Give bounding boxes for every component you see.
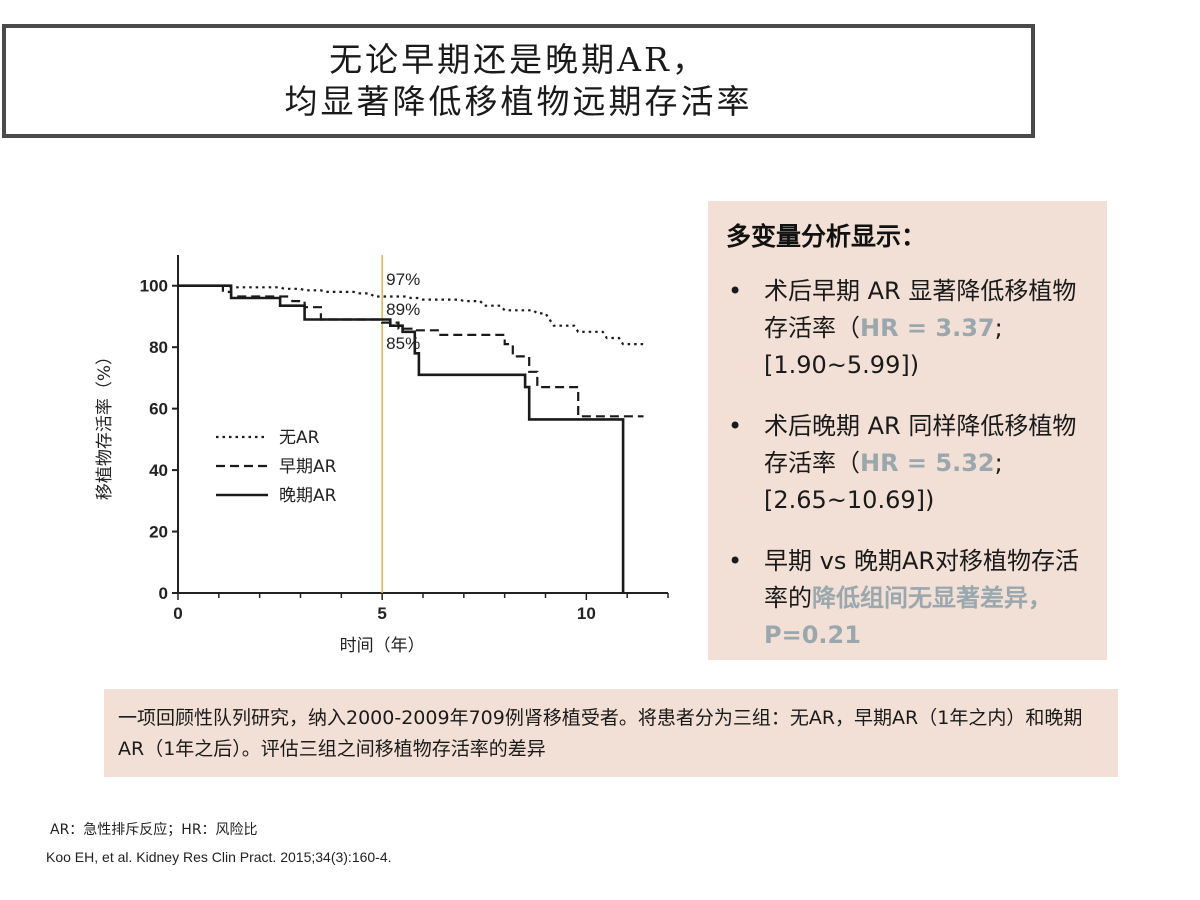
- bullet: •: [728, 547, 743, 575]
- y-tick-label: 20: [149, 523, 168, 542]
- y-tick-label: 0: [159, 584, 168, 603]
- survival-chart: 0 20 40 60 80 100 0 5 10 时间（年） 移植物存活率（%） 97% 89% 85% 无…: [95, 255, 669, 656]
- title-line-2: 均显著降低移植物远期存活率: [284, 82, 753, 121]
- item-highlight: HR = 3.37: [860, 314, 995, 342]
- item-text: 早期 vs 晚期AR对移植物存活率的: [764, 547, 1080, 612]
- item-text: 术后晚期 AR 同样降低移植物存活率（: [764, 412, 1077, 477]
- series-line-early-ar: [178, 284, 644, 418]
- x-axis-title: 时间（年）: [340, 636, 425, 656]
- reference-footnote: Koo EH, et al. Kidney Res Clin Pract. 20…: [46, 849, 392, 865]
- survival-annotation: 97%: [386, 270, 420, 289]
- item-text: 术后早期 AR 显著降低移植物存活率（: [764, 277, 1077, 342]
- y-tick-label: 100: [140, 277, 168, 296]
- series-line-no-ar: [178, 284, 644, 346]
- analysis-panel: 多变量分析显示： • 术后早期 AR 显著降低移植物存活率（HR = 3.37;…: [708, 201, 1107, 660]
- title-line-1: 无论早期还是晚期AR，: [329, 40, 708, 79]
- panel-title: 多变量分析显示：: [726, 222, 927, 251]
- analysis-list: • 术后早期 AR 显著降低移植物存活率（HR = 3.37; [1.90~5.…: [726, 273, 1089, 654]
- x-tick-label: 10: [577, 604, 596, 623]
- x-tick-label: 0: [173, 604, 182, 623]
- legend-label: 无AR: [279, 428, 320, 448]
- abbreviation-footnote: AR：急性排斥反应；HR：风险比: [50, 822, 258, 838]
- item-text-2: ; [1.90~5.99]): [764, 314, 1003, 379]
- series-line-late-ar: [178, 284, 625, 593]
- x-tick-label: 5: [377, 604, 386, 623]
- survival-annotation: 85%: [386, 334, 420, 353]
- y-tick-label: 80: [149, 338, 168, 357]
- legend-label: 早期AR: [279, 457, 337, 477]
- study-note: 一项回顾性队列研究，纳入2000-2009年709例肾移植受者。将患者分为三组：…: [104, 689, 1118, 777]
- item-text-2: ; [2.65~10.69]): [764, 449, 1003, 514]
- item-highlight: HR = 5.32: [860, 449, 995, 477]
- analysis-item-compare: • 早期 vs 晚期AR对移植物存活率的降低组间无显著差异，P=0.21: [726, 543, 1089, 654]
- analysis-item-late: • 术后晚期 AR 同样降低移植物存活率（HR = 5.32; [2.65~10…: [726, 408, 1089, 519]
- analysis-item-early: • 术后早期 AR 显著降低移植物存活率（HR = 3.37; [1.90~5.…: [726, 273, 1089, 384]
- bullet: •: [728, 412, 743, 440]
- bullet: •: [728, 277, 743, 305]
- legend-label: 晚期AR: [279, 486, 337, 506]
- y-tick-label: 60: [149, 400, 168, 419]
- y-axis-title: 移植物存活率（%）: [95, 348, 115, 500]
- survival-annotation: 89%: [386, 300, 420, 319]
- title-box: 无论早期还是晚期AR， 均显著降低移植物远期存活率: [2, 24, 1035, 138]
- item-highlight: 降低组间无显著差异，P=0.21: [764, 584, 1052, 649]
- y-tick-label: 40: [149, 461, 168, 480]
- chart-layer: 0 20 40 60 80 100 0 5 10 时间（年） 移植物存活率（%） 97% 89% 85% 无…: [95, 255, 669, 656]
